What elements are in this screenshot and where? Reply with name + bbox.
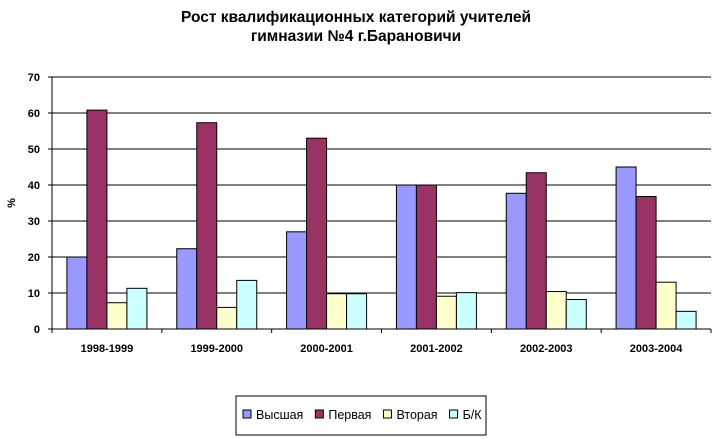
bars xyxy=(66,109,697,330)
bar xyxy=(435,295,457,330)
bar xyxy=(525,172,547,330)
bar xyxy=(675,310,697,330)
legend-swatch xyxy=(314,409,324,419)
bar xyxy=(655,281,677,330)
legend-label: Высшая xyxy=(256,408,303,422)
y-axis-label: % xyxy=(6,198,18,208)
bar xyxy=(635,196,657,330)
bar xyxy=(216,306,238,330)
x-tick-label: 2001-2002 xyxy=(410,343,463,355)
x-tick-label: 2000-2001 xyxy=(300,343,353,355)
bar xyxy=(176,248,198,330)
bar xyxy=(455,292,477,330)
bar xyxy=(66,256,88,330)
bar xyxy=(86,109,108,330)
bar xyxy=(505,192,527,330)
y-ticks: 0 10 20 30 40 50 60 70 xyxy=(28,72,52,336)
legend-swatch xyxy=(382,409,392,419)
x-ticks: 1998-1999 1999-2000 2000-2001 2001-2002 2002… xyxy=(51,329,712,355)
bar xyxy=(545,291,567,330)
bar xyxy=(196,122,218,330)
y-tick-label: 70 xyxy=(28,72,40,84)
x-tick-label: 2002-2003 xyxy=(520,343,573,355)
bar xyxy=(106,302,128,330)
gridlines xyxy=(52,76,711,294)
legend-swatch xyxy=(242,409,252,419)
x-tick-label: 1999-2000 xyxy=(190,343,243,355)
legend-box xyxy=(235,395,487,436)
y-tick-label: 20 xyxy=(28,252,40,264)
y-tick-label: 30 xyxy=(28,216,40,228)
bar xyxy=(306,137,328,330)
x-tick-label: 1998-1999 xyxy=(81,343,134,355)
plot-area xyxy=(52,77,711,329)
legend-label: Вторая xyxy=(396,408,437,422)
chart-title-line-1: Рост квалификационных категорий учителей xyxy=(181,9,531,26)
bar xyxy=(565,298,587,330)
chart-title-line-2: гимназии №4 г.Барановичи xyxy=(251,28,461,45)
bar xyxy=(415,184,437,330)
legend-swatch xyxy=(449,409,459,419)
legend-label: Первая xyxy=(328,408,371,422)
bar xyxy=(236,279,258,330)
bar xyxy=(346,293,368,330)
y-tick-label: 50 xyxy=(28,144,40,156)
bar xyxy=(126,287,148,330)
y-tick-label: 0 xyxy=(34,324,40,336)
y-tick-label: 60 xyxy=(28,108,40,120)
y-tick-label: 10 xyxy=(28,288,40,300)
y-tick-label: 40 xyxy=(28,180,40,192)
bar xyxy=(615,166,637,330)
x-tick-label: 2003-2004 xyxy=(630,343,683,355)
bar xyxy=(326,293,348,330)
legend: Высшая Первая Вторая Б/К xyxy=(235,395,487,436)
bar xyxy=(395,184,417,330)
bar xyxy=(286,231,308,330)
legend-label: Б/К xyxy=(463,408,483,422)
